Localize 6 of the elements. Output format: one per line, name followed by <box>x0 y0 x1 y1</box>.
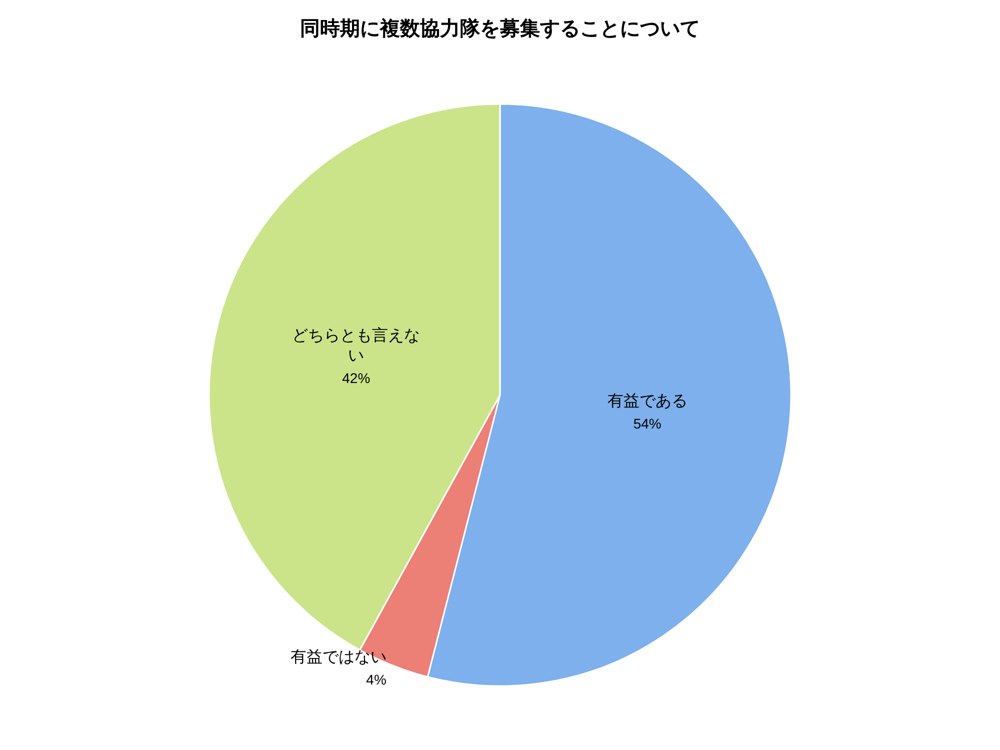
chart-title: 同時期に複数協力隊を募集することについて <box>300 17 700 40</box>
data-label: 42% <box>342 370 370 386</box>
data-label: 54% <box>633 416 662 432</box>
slice-label: 有益である <box>607 392 688 410</box>
data-label: 4% <box>366 671 386 688</box>
slice-label: どちらとも言えない <box>292 326 420 365</box>
